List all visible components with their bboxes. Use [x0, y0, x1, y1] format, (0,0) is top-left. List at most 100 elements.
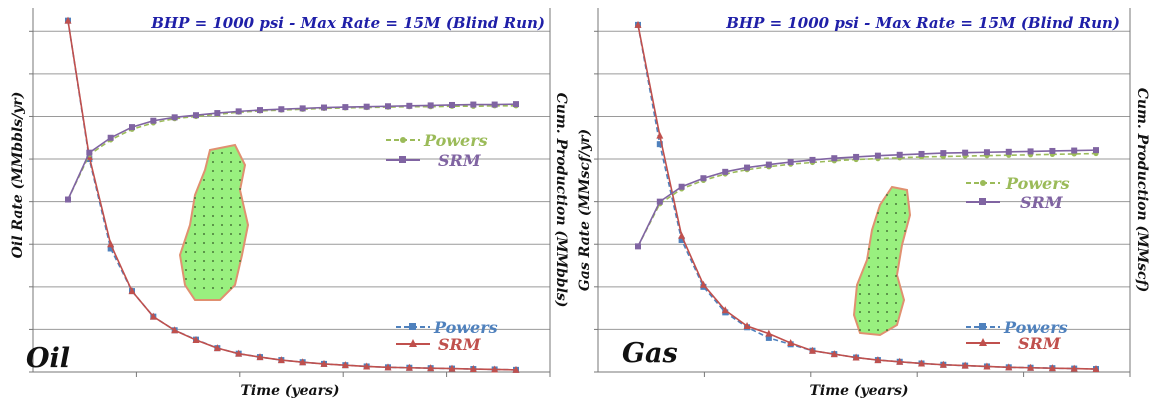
- oil-cum-legend: Powers SRM: [386, 131, 488, 170]
- reservoir-cell-dot: [868, 275, 870, 277]
- reservoir-cell-dot: [194, 215, 196, 217]
- reservoir-cell-dot: [877, 239, 879, 241]
- reservoir-cell-dot: [886, 248, 888, 250]
- gas-rate-srm-point: [852, 353, 860, 361]
- oil-cum-srm-point: [171, 114, 178, 121]
- oil-rate-srm-point: [256, 353, 264, 361]
- reservoir-cell-dot: [203, 287, 205, 289]
- reservoir-cell-dot: [895, 302, 897, 304]
- reservoir-cell-dot: [221, 197, 223, 199]
- oil-rate-srm-point: [512, 365, 520, 373]
- reservoir-cell-dot: [230, 206, 232, 208]
- reservoir-cell-dot: [877, 230, 879, 232]
- gas-cum-srm-point: [1093, 147, 1099, 154]
- oil-rate-srm-point: [235, 349, 243, 357]
- reservoir-cell-dot: [239, 170, 241, 172]
- gas-cum-srm-point: [831, 155, 838, 162]
- reservoir-cell-dot: [212, 197, 214, 199]
- oil-cum-powers-line: [67, 105, 516, 200]
- gas-rate-srm-line: [637, 24, 1097, 370]
- reservoir-cell-dot: [239, 206, 241, 208]
- reservoir-cell-dot: [239, 188, 241, 190]
- gas-cum-srm-point: [765, 161, 772, 168]
- reservoir-cell-dot: [212, 188, 214, 190]
- reservoir-cell-dot: [859, 293, 861, 295]
- gas-cum-legend: Powers SRM: [966, 174, 1070, 212]
- reservoir-cell-dot: [886, 266, 888, 268]
- gas-rate-srm-point: [656, 131, 664, 139]
- reservoir-cell-dot: [877, 329, 879, 331]
- reservoir-cell-dot: [868, 293, 870, 295]
- reservoir-cell-dot: [877, 221, 879, 223]
- reservoir-cell-dot: [230, 152, 232, 154]
- oil-rate-srm-point: [171, 326, 179, 334]
- reservoir-cell-dot: [203, 233, 205, 235]
- reservoir-cell-dot: [895, 320, 897, 322]
- oil-cum-srm-point: [470, 101, 477, 108]
- gas-cum-srm-point: [635, 243, 641, 250]
- oil-y-axis-label: Oil Rate (MMbbls/yr): [10, 92, 26, 259]
- reservoir-cell-dot: [230, 260, 232, 262]
- reservoir-cell-dot: [203, 188, 205, 190]
- oil-cum-srm-point: [513, 101, 519, 108]
- reservoir-cell-dot: [230, 287, 232, 289]
- oil-cum-srm-line: [67, 103, 517, 200]
- reservoir-cell-dot: [904, 230, 906, 232]
- reservoir-cell-dot: [239, 161, 241, 163]
- reservoir-cell-dot: [194, 206, 196, 208]
- gas-rate-powers-point: [765, 334, 772, 341]
- reservoir-cell-dot: [886, 194, 888, 196]
- reservoir-cell-dot: [203, 215, 205, 217]
- gas-cum-srm-point: [1071, 147, 1078, 154]
- oil-rate-legend-srm: SRM: [438, 335, 482, 354]
- reservoir-cell-dot: [239, 242, 241, 244]
- reservoir-cell-dot: [877, 293, 879, 295]
- reservoir-cell-dot: [221, 224, 223, 226]
- oil-cum-srm-point: [65, 196, 71, 203]
- reservoir-cell-dot: [221, 188, 223, 190]
- oil-cum-srm-point: [278, 106, 285, 113]
- oil-chart-title: BHP = 1000 psi - Max Rate = 15M (Blind R…: [150, 14, 545, 32]
- gas-rate-srm-point: [1027, 363, 1035, 371]
- reservoir-cell-dot: [868, 320, 870, 322]
- reservoir-cell-dot: [859, 311, 861, 313]
- oil-rate-powers-point: [107, 245, 114, 252]
- gas-x-axis-label: Time (years): [810, 383, 909, 399]
- reservoir-cell-dot: [230, 188, 232, 190]
- gas-rate-srm-point: [765, 329, 773, 337]
- gas-cum-srm-point: [853, 153, 860, 160]
- reservoir-cell-dot: [877, 212, 879, 214]
- reservoir-cell-dot: [859, 320, 861, 322]
- reservoir-cell-dot: [194, 287, 196, 289]
- gas-cum-srm-point: [1049, 147, 1056, 154]
- gas-cum-srm-point: [787, 159, 794, 166]
- reservoir-cell-dot: [230, 224, 232, 226]
- reservoir-cell-dot: [230, 242, 232, 244]
- gas-panel: BHP = 1000 psi - Max Rate = 15M (Blind R…: [577, 8, 1150, 399]
- oil-cum-srm-point: [385, 103, 391, 110]
- oil-cum-legend-powers: Powers: [423, 131, 488, 150]
- oil-rate-srm-point: [448, 364, 456, 372]
- reservoir-cell-dot: [859, 302, 861, 304]
- gas-rate-legend-powers: Powers: [1003, 318, 1068, 337]
- reservoir-cell-dot: [194, 260, 196, 262]
- reservoir-cell-dot: [886, 284, 888, 286]
- reservoir-cell-dot: [221, 260, 223, 262]
- gas-rate-legend-srm: SRM: [1018, 334, 1062, 353]
- reservoir-cell-dot: [203, 224, 205, 226]
- gas-rate-srm-point: [1070, 364, 1078, 372]
- reservoir-cell-dot: [203, 179, 205, 181]
- oil-rate-srm-point: [192, 336, 200, 344]
- gas-y2-axis-label: Cum. Production (MMscf): [1134, 88, 1150, 292]
- oil-rate-srm-point: [427, 364, 435, 372]
- oil-rate-srm-point: [469, 365, 477, 373]
- reservoir-cell-dot: [221, 152, 223, 154]
- oil-panel-name: Oil: [26, 343, 70, 374]
- oil-y2-axis-label: Cum. Production (MMbbls): [553, 93, 569, 308]
- reservoir-cell-dot: [895, 266, 897, 268]
- reservoir-cell-dot: [895, 221, 897, 223]
- oil-cum-srm-point: [342, 104, 349, 111]
- reservoir-cell-dot: [886, 311, 888, 313]
- reservoir-cell-dot: [185, 251, 187, 253]
- gas-cum-srm-point: [896, 151, 903, 158]
